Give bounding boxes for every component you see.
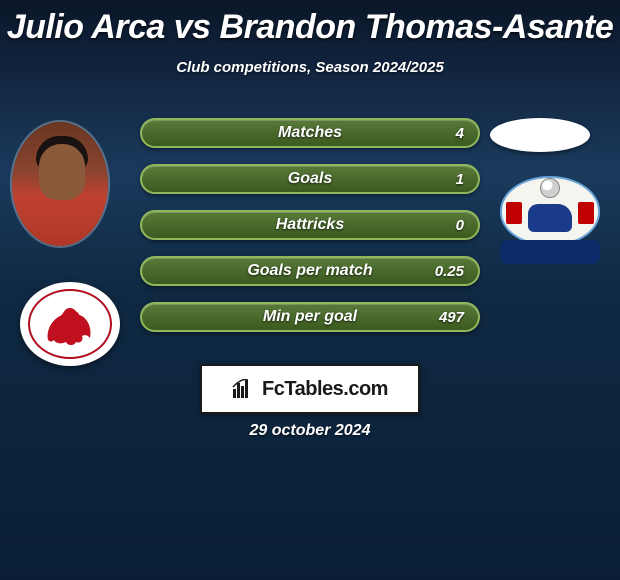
stats-list: Matches 4 Goals 1 Hattricks 0 Goals per … [0,110,620,340]
bar-chart-icon [232,379,256,399]
stat-right-value: 4 [456,125,464,142]
stat-pill: Matches 4 [140,118,480,148]
stat-label: Matches [142,124,478,142]
date-label: 29 october 2024 [0,422,620,440]
stat-pill: Goals per match 0.25 [140,256,480,286]
stat-label: Goals per match [142,262,478,280]
stat-row: Hattricks 0 [0,202,620,248]
page-title: Julio Arca vs Brandon Thomas-Asante [0,0,620,47]
stat-pill: Min per goal 497 [140,302,480,332]
comparison-card: Julio Arca vs Brandon Thomas-Asante Club… [0,0,620,580]
stat-row: Min per goal 497 [0,294,620,340]
stat-label: Min per goal [142,308,478,326]
stat-right-value: 497 [439,309,464,326]
stat-label: Goals [142,170,478,188]
stat-pill: Goals 1 [140,164,480,194]
watermark-badge: FcTables.com [200,364,420,414]
stat-row: Goals per match 0.25 [0,248,620,294]
watermark-text: FcTables.com [262,378,388,401]
stat-right-value: 0 [456,217,464,234]
subtitle: Club competitions, Season 2024/2025 [0,59,620,76]
stat-pill: Hattricks 0 [140,210,480,240]
stat-row: Goals 1 [0,156,620,202]
stat-label: Hattricks [142,216,478,234]
stat-right-value: 1 [456,171,464,188]
stat-right-value: 0.25 [435,263,464,280]
stat-row: Matches 4 [0,110,620,156]
